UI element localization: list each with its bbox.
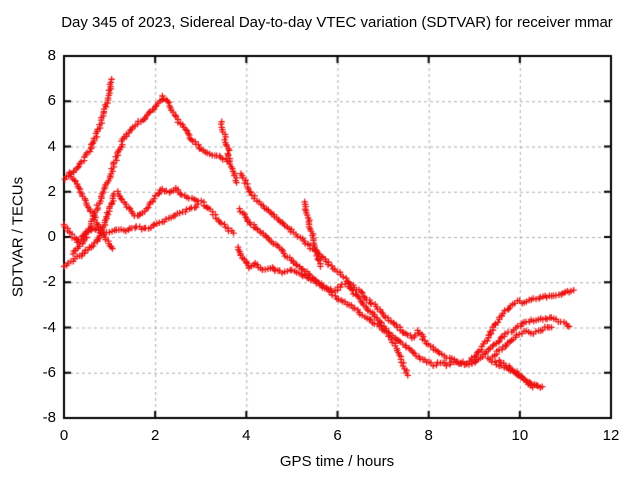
x-axis-label: GPS time / hours (279, 453, 395, 470)
y-tick-label: 8 (47, 47, 56, 64)
x-tick-label: 2 (150, 427, 160, 444)
x-tick-label: 4 (242, 427, 251, 444)
x-tick-label: 12 (602, 427, 620, 444)
y-tick-label: 0 (47, 228, 56, 245)
y-tick-label: -8 (42, 409, 56, 426)
x-tick-label: 6 (333, 427, 342, 444)
chart-title: Day 345 of 2023, Sidereal Day-to-day VTE… (61, 14, 613, 31)
x-tick-label: 8 (424, 427, 433, 444)
y-tick-label: 2 (47, 182, 56, 200)
x-tick-label: 0 (59, 427, 69, 444)
y-tick-label: -6 (42, 363, 56, 381)
x-tick-label: 10 (511, 427, 529, 444)
y-tick-label: -2 (42, 273, 56, 291)
y-tick-label: 4 (47, 137, 56, 155)
y-tick-label: -4 (42, 318, 56, 336)
y-tick-label: 6 (47, 92, 56, 110)
